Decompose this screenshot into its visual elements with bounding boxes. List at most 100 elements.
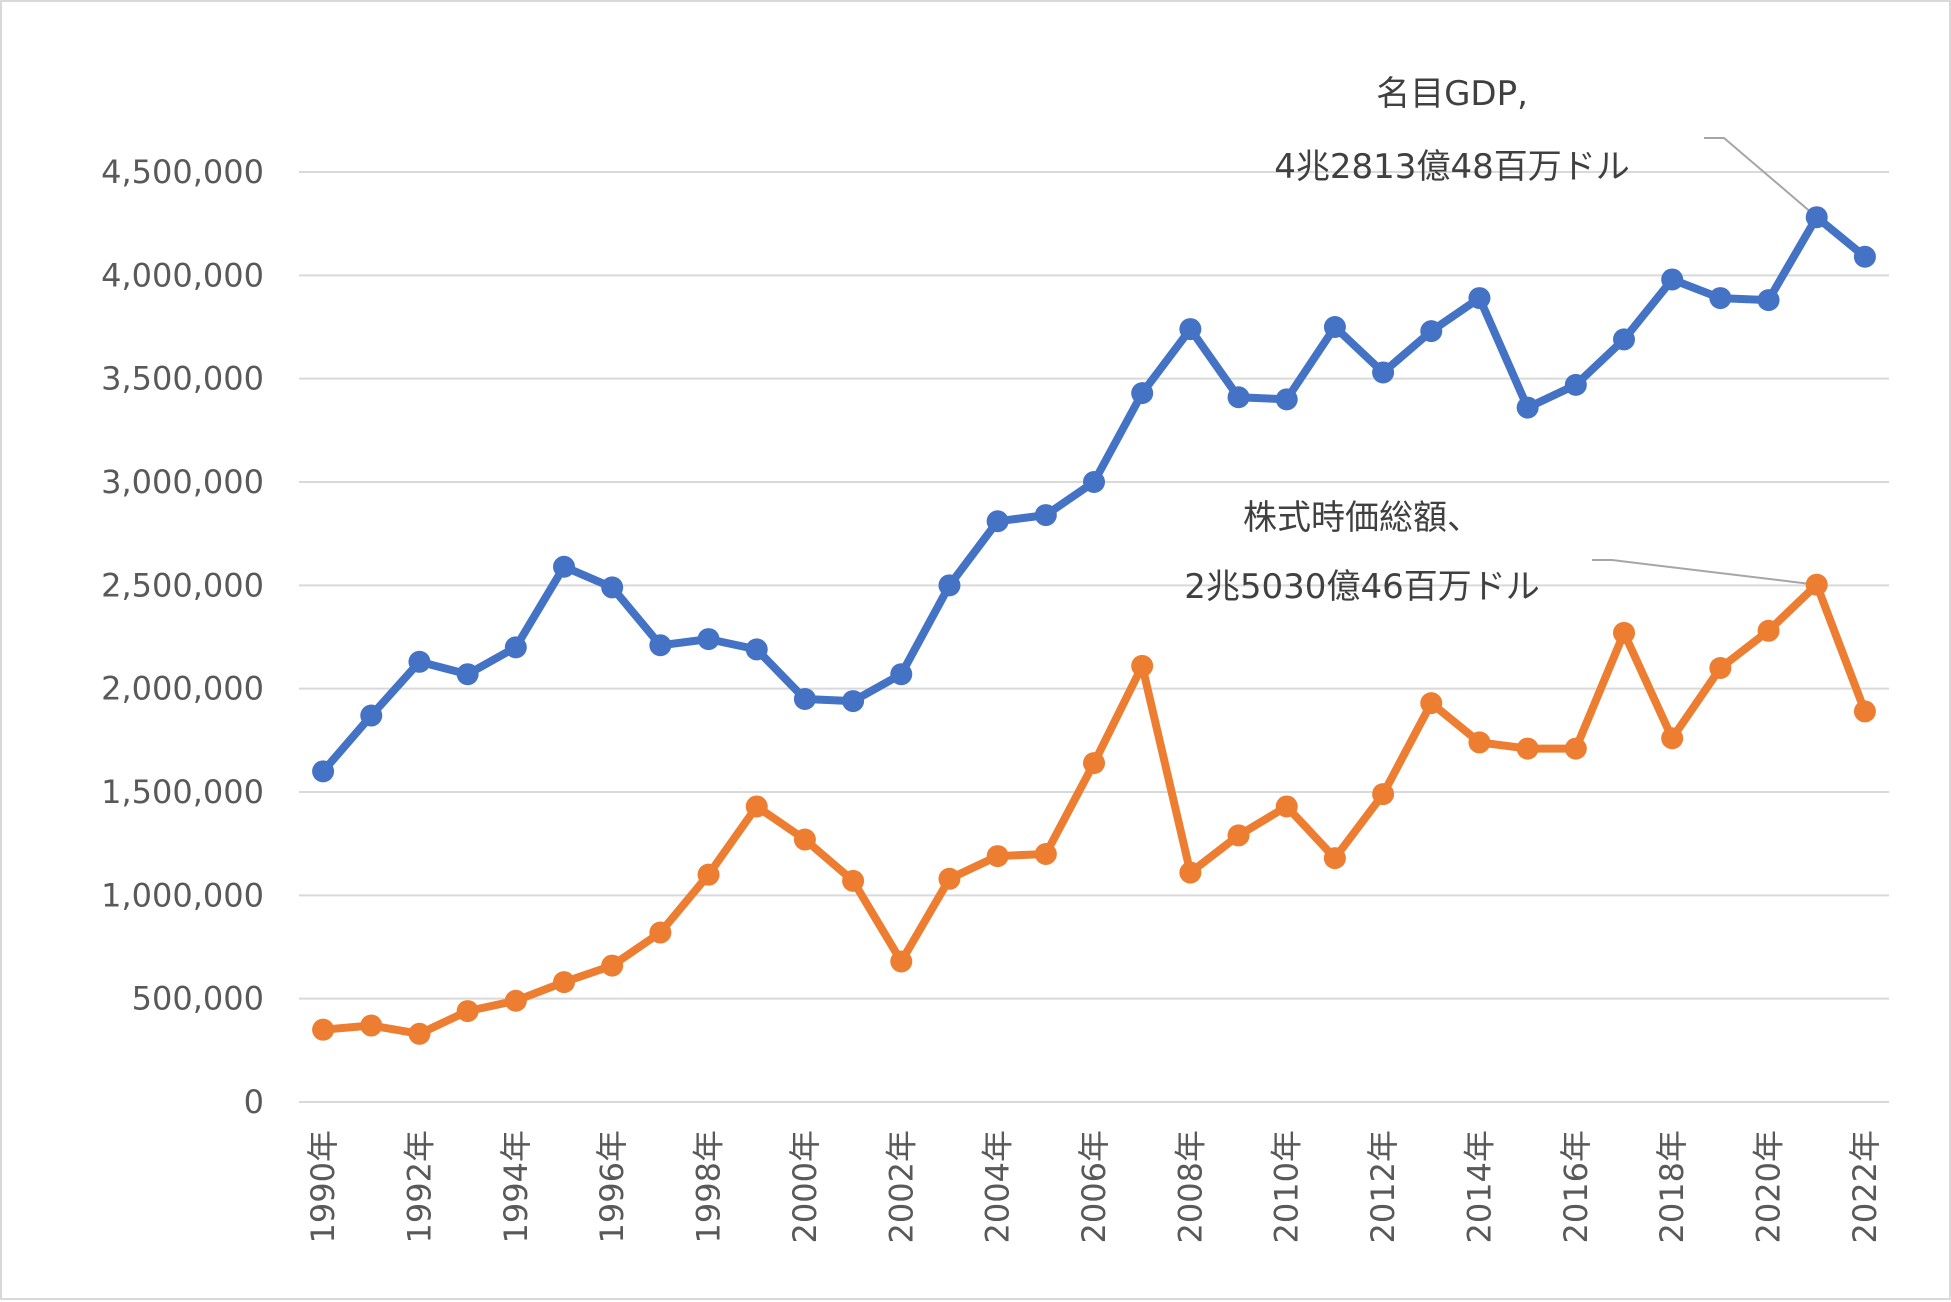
data-point-series-2 — [1709, 657, 1732, 679]
x-tick-label: 2014年 — [1460, 1130, 1498, 1243]
data-point-series-1 — [312, 760, 335, 783]
data-point-series-2 — [745, 795, 768, 818]
data-point-series-2 — [793, 828, 816, 851]
annotation-leader-line — [1704, 137, 1818, 218]
data-point-series-1 — [1468, 287, 1491, 310]
data-point-series-1 — [1275, 388, 1298, 411]
x-tick-label: 1994年 — [497, 1130, 535, 1243]
data-point-series-1 — [1853, 245, 1876, 268]
data-point-series-2 — [1805, 573, 1828, 596]
data-point-series-2 — [890, 950, 913, 973]
data-point-series-1 — [408, 650, 431, 673]
data-point-series-1 — [649, 634, 672, 657]
data-point-series-2 — [504, 989, 527, 1012]
x-tick-label: 2008年 — [1171, 1130, 1209, 1243]
data-point-series-1 — [1179, 318, 1202, 341]
x-tick-label: 2012年 — [1364, 1130, 1402, 1243]
x-tick-label: 2000年 — [786, 1130, 824, 1243]
y-tick-label: 2,500,000 — [101, 566, 264, 604]
data-point-series-2 — [1420, 692, 1443, 715]
data-point-series-1 — [745, 638, 768, 661]
data-point-series-2 — [456, 1000, 479, 1023]
x-tick-label: 1990年 — [304, 1130, 342, 1243]
y-tick-label: 4,500,000 — [101, 153, 264, 191]
data-point-series-2 — [842, 869, 865, 892]
data-point-series-1 — [1131, 382, 1154, 405]
annotation-label: 株式時価総額、 — [1243, 498, 1481, 538]
data-point-series-1 — [1516, 396, 1539, 419]
data-point-series-2 — [1179, 861, 1202, 884]
data-point-series-1 — [456, 663, 479, 686]
data-point-series-1 — [1372, 361, 1395, 384]
data-point-series-2 — [1323, 847, 1346, 870]
y-tick-label: 3,500,000 — [101, 360, 264, 398]
data-point-series-1 — [1613, 328, 1635, 351]
data-point-series-1 — [601, 576, 624, 599]
data-point-series-1 — [1661, 268, 1684, 291]
data-point-series-2 — [697, 863, 720, 886]
y-tick-label: 4,000,000 — [101, 256, 264, 294]
data-point-series-2 — [649, 921, 672, 944]
data-point-series-1 — [986, 510, 1009, 533]
x-axis-tick-labels: 1990年 1992年 1994年 1996年 1998年 2000年 2002年 2004年… — [304, 1130, 1884, 1243]
data-point-series-2 — [553, 971, 575, 994]
data-point-series-1 — [938, 574, 961, 597]
data-point-series-2 — [1372, 783, 1395, 806]
data-point-series-1 — [1323, 316, 1346, 338]
gridlines — [299, 171, 1889, 1103]
y-axis-tick-labels: 0 500,000 1,000,000 1,500,000 2,000,000 2,500… — [101, 153, 264, 1121]
data-point-series-2 — [1227, 824, 1250, 847]
data-point-series-2 — [1468, 731, 1491, 754]
data-point-series-1 — [1420, 320, 1443, 343]
x-tick-label: 2016年 — [1557, 1130, 1595, 1243]
data-point-series-2 — [1034, 843, 1057, 865]
data-point-series-1 — [890, 663, 913, 686]
data-point-series-2 — [601, 954, 624, 977]
data-point-series-2 — [1516, 737, 1539, 760]
data-point-series-1 — [1227, 386, 1250, 409]
annotation-label: 名目GDP, — [1376, 74, 1528, 114]
data-point-series-2 — [938, 867, 961, 890]
data-point-series-2 — [986, 845, 1009, 868]
data-point-series-2 — [360, 1014, 383, 1037]
data-point-series-2 — [1083, 752, 1105, 775]
x-tick-label: 1992年 — [400, 1130, 438, 1243]
y-tick-label: 0 — [244, 1083, 264, 1121]
data-point-series-2 — [1275, 795, 1298, 818]
data-point-series-1 — [1757, 289, 1780, 312]
data-point-series-1 — [1709, 287, 1732, 310]
data-point-series-2 — [312, 1018, 335, 1041]
data-point-series-2 — [1757, 619, 1780, 642]
x-tick-label: 2022年 — [1846, 1130, 1884, 1243]
series-line-2 — [319, 580, 1869, 1038]
y-tick-label: 500,000 — [132, 980, 264, 1018]
data-point-series-1 — [842, 690, 865, 713]
data-point-series-2 — [1661, 727, 1684, 750]
x-tick-label: 2006年 — [1075, 1130, 1113, 1243]
callout-leaders — [1592, 137, 1818, 586]
y-tick-label: 1,500,000 — [101, 773, 264, 811]
y-tick-label: 2,000,000 — [101, 670, 264, 708]
data-point-series-1 — [793, 688, 816, 710]
annotation-label: 4兆2813億48百万ドル — [1274, 147, 1629, 187]
data-point-series-2 — [1564, 737, 1587, 760]
data-point-series-1 — [1564, 373, 1587, 396]
data-point-series-2 — [408, 1022, 431, 1045]
data-point-series-1 — [1034, 504, 1057, 527]
data-point-series-1 — [697, 628, 720, 651]
y-tick-label: 3,000,000 — [101, 463, 264, 501]
series-layer — [312, 206, 1876, 1045]
x-tick-label: 1998年 — [690, 1130, 728, 1243]
data-point-series-1 — [360, 704, 383, 727]
data-point-series-1 — [1083, 471, 1105, 493]
x-tick-label: 2018年 — [1653, 1130, 1691, 1243]
x-tick-label: 1996年 — [593, 1130, 631, 1243]
data-point-series-1 — [504, 636, 527, 659]
data-point-series-2 — [1613, 621, 1635, 644]
data-point-series-1 — [553, 555, 575, 578]
y-tick-label: 1,000,000 — [101, 876, 264, 914]
annotation-label: 2兆5030億46百万ドル — [1184, 567, 1539, 607]
data-point-series-1 — [1805, 206, 1828, 229]
